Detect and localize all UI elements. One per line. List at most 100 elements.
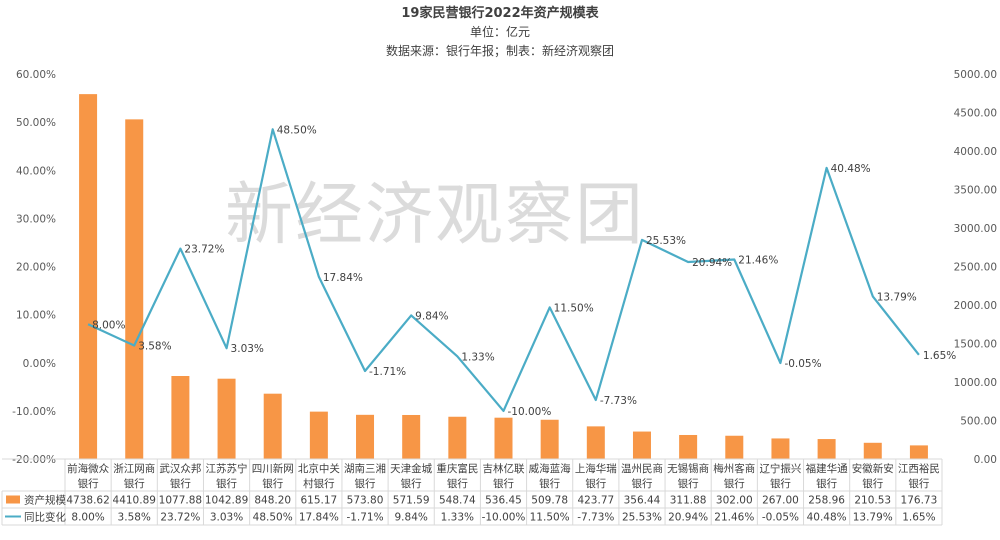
bar: [448, 416, 467, 459]
line-data-label: 3.03%: [231, 343, 264, 355]
category-label: 温州民商银行: [621, 462, 663, 490]
line-data-label: -10.00%: [508, 406, 552, 418]
category-label: 安徽新安银行: [852, 462, 894, 490]
line-data-label: 11.50%: [554, 302, 594, 314]
table-cell-asset: 4738.62: [66, 495, 109, 507]
table-cell-asset: 311.88: [670, 495, 707, 507]
table-cell-asset: 258.96: [808, 495, 845, 507]
table-cell-yoy: -1.71%: [346, 512, 383, 524]
bar: [125, 119, 144, 459]
bar: [309, 411, 328, 459]
category-label: 福建华通银行: [806, 462, 848, 490]
table-cell-yoy: -10.00%: [482, 512, 526, 524]
line-data-label: 23.72%: [184, 244, 224, 256]
y-left-tick-label: -20.00%: [12, 454, 56, 466]
table-cell-yoy: -0.05%: [762, 512, 799, 524]
table-cell-asset: 267.00: [762, 495, 799, 507]
table-cell-asset: 571.59: [393, 495, 430, 507]
category-label: 浙江网商银行: [113, 462, 155, 490]
chart-unit: 单位：亿元: [470, 24, 530, 39]
table-cell-yoy: 11.50%: [530, 512, 570, 524]
y-right-tick-label: 1500.00: [954, 339, 997, 351]
table-cell-yoy: 3.03%: [210, 512, 243, 524]
table-cell-yoy: 8.00%: [71, 512, 104, 524]
table-cell-yoy: 25.53%: [622, 512, 662, 524]
table-cell-asset: 356.44: [624, 495, 661, 507]
line-data-label: 21.46%: [738, 254, 778, 266]
table-cell-asset: 176.73: [901, 495, 938, 507]
category-label: 重庆富民银行: [436, 462, 478, 490]
bar: [909, 445, 928, 459]
chart-source: 数据来源：银行年报；制表：新经济观察团: [386, 43, 614, 58]
bar: [494, 417, 513, 459]
category-label: 辽宁振兴银行: [759, 462, 801, 490]
table-cell-asset: 4410.89: [113, 495, 156, 507]
chart-title: 19家民营银行2022年资产规模表: [401, 5, 599, 21]
category-label: 江苏苏宁银行: [206, 462, 248, 490]
table-cell-yoy: 3.58%: [118, 512, 151, 524]
table-cell-yoy: 48.50%: [253, 512, 293, 524]
bar: [402, 414, 421, 459]
bar: [679, 434, 698, 459]
table-cell-yoy: 13.79%: [853, 512, 893, 524]
line-series-yoy: [87, 128, 920, 412]
table-cell-yoy: -7.73%: [577, 512, 614, 524]
line-data-label: -0.05%: [784, 358, 821, 370]
y-left-tick-label: 40.00%: [16, 165, 56, 177]
bar: [863, 442, 882, 459]
bar: [79, 94, 98, 460]
y-right-tick-label: 3500.00: [954, 185, 997, 197]
y-right-tick-label: 3000.00: [954, 223, 997, 235]
table-cell-asset: 1077.88: [159, 495, 202, 507]
bar: [171, 376, 190, 459]
line-data-label: 8.00%: [92, 319, 125, 331]
line-data-label: 1.65%: [923, 350, 956, 362]
bar: [586, 426, 605, 459]
y-right-tick-label: 1000.00: [954, 377, 997, 389]
y-left-tick-label: 20.00%: [16, 262, 56, 274]
legend-label-line: 同比变化: [24, 511, 66, 524]
y-right-tick-label: 5000.00: [954, 69, 997, 81]
table-cell-yoy: 40.48%: [807, 512, 847, 524]
y-right-tick-label: 2000.00: [954, 300, 997, 312]
category-label: 武汉众邦银行: [159, 462, 201, 490]
line-data-label: 9.84%: [415, 310, 448, 322]
category-label: 天津金城银行: [390, 462, 432, 490]
category-label: 梅州客商银行: [713, 462, 755, 490]
line-data-label: 25.53%: [646, 235, 686, 247]
category-label: 威海蓝海银行: [529, 462, 571, 490]
category-label: 上海华瑞银行: [575, 462, 617, 490]
y-left-tick-label: -10.00%: [12, 406, 56, 418]
table-cell-asset: 536.45: [485, 495, 522, 507]
line-data-label: 17.84%: [323, 272, 363, 284]
y-right-tick-label: 0.00: [974, 454, 997, 466]
bar: [263, 393, 282, 459]
category-label: 四川新网银行: [252, 462, 294, 490]
y-left-tick-label: 0.00%: [23, 358, 56, 370]
table-cell-yoy: 23.72%: [160, 512, 200, 524]
table-cell-asset: 615.17: [300, 495, 337, 507]
legend-swatch-bar: [6, 495, 20, 504]
table-cell-yoy: 20.94%: [668, 512, 708, 524]
bar: [817, 439, 836, 459]
table-cell-asset: 848.20: [254, 495, 291, 507]
table-cell-asset: 509.78: [531, 495, 568, 507]
bar: [632, 431, 651, 459]
line-data-label: 40.48%: [831, 163, 871, 175]
watermark-text: 新经济观察团: [225, 176, 645, 255]
category-label: 湖南三湘银行: [344, 462, 386, 490]
table-cell-yoy: 21.46%: [714, 512, 754, 524]
line-data-label: 13.79%: [877, 291, 917, 303]
category-label: 吉林亿联银行: [483, 462, 525, 490]
line-data-label: 20.94%: [692, 257, 732, 269]
bar: [540, 419, 559, 459]
legend-label-bar: 资产规模: [24, 494, 66, 507]
table-cell-asset: 548.74: [439, 495, 476, 507]
table-cell-asset: 573.80: [347, 495, 384, 507]
category-label: 无锡锡商银行: [667, 462, 709, 490]
table-cell-yoy: 17.84%: [299, 512, 339, 524]
y-left-tick-label: 60.00%: [16, 69, 56, 81]
y-right-tick-label: 2500.00: [954, 262, 997, 274]
y-left-tick-label: 10.00%: [16, 310, 56, 322]
